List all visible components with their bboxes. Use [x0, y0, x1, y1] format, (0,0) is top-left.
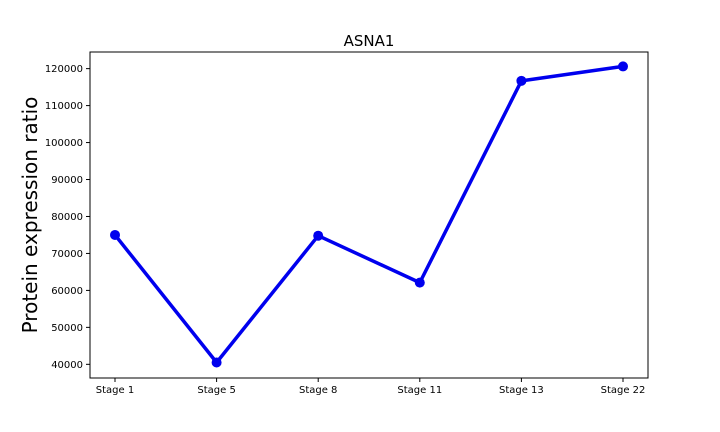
y-tick-label: 80000 — [51, 212, 83, 223]
data-point — [110, 229, 120, 240]
x-axis-ticks: Stage 1 Stage 5 Stage 8 Stage 11 Stage 13 Sta… — [96, 378, 646, 396]
data-point — [516, 75, 527, 86]
data-point — [211, 357, 222, 368]
x-tick-label: Stage 1 — [96, 385, 134, 396]
x-tick-label: Stage 8 — [299, 385, 337, 396]
x-tick-label: Stage 22 — [601, 385, 646, 396]
y-tick-label: 90000 — [51, 175, 83, 186]
series-line — [113, 64, 624, 365]
data-point — [313, 230, 324, 241]
data-point — [414, 277, 425, 288]
y-tick-label: 60000 — [51, 286, 83, 297]
x-tick-label: Stage 5 — [197, 385, 235, 396]
y-tick-label: 40000 — [51, 360, 83, 371]
data-point — [618, 61, 628, 72]
plot-frame — [89, 51, 649, 379]
y-tick-label: 120000 — [45, 64, 83, 75]
y-tick-label: 110000 — [45, 101, 83, 112]
y-tick-label: 100000 — [45, 138, 83, 149]
y-axis-ticks: 40000 50000 60000 70000 80000 90000 100000 1100… — [45, 64, 90, 371]
series-group — [110, 61, 628, 368]
x-tick-label: Stage 13 — [499, 385, 544, 396]
y-axis-label: Protein expression ratio — [18, 97, 42, 334]
chart-title: ASNA1 — [344, 32, 395, 50]
y-tick-label: 70000 — [51, 249, 83, 260]
x-tick-label: Stage 11 — [397, 385, 442, 396]
y-tick-label: 50000 — [51, 323, 83, 334]
